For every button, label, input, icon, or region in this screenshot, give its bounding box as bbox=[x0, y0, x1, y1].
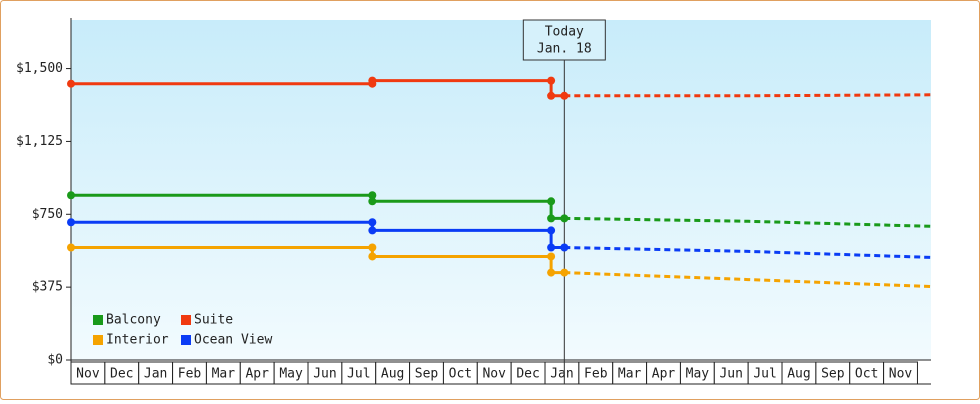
x-tick-label: Aug bbox=[381, 367, 404, 382]
point bbox=[560, 91, 569, 100]
point bbox=[547, 214, 556, 223]
legend-label: Ocean View bbox=[194, 333, 272, 348]
x-tick-label: Apr bbox=[245, 367, 269, 382]
y-tick-label: $750 bbox=[32, 207, 63, 222]
point bbox=[560, 243, 569, 252]
point bbox=[67, 79, 75, 88]
point bbox=[547, 252, 556, 261]
x-tick-label: Feb bbox=[584, 367, 608, 382]
point bbox=[560, 268, 569, 277]
point bbox=[368, 252, 377, 261]
x-tick-label: Apr bbox=[652, 367, 676, 382]
point bbox=[547, 76, 556, 85]
x-tick-label: Jun bbox=[313, 367, 336, 382]
point bbox=[368, 243, 377, 252]
point bbox=[368, 76, 377, 85]
x-tick-label: Mar bbox=[212, 367, 236, 382]
point bbox=[560, 214, 569, 223]
point bbox=[547, 243, 556, 252]
x-tick-label: Nov bbox=[889, 367, 913, 382]
y-tick-label: $375 bbox=[32, 280, 63, 295]
x-tick-label: May bbox=[279, 367, 303, 382]
x-tick-label: Jul bbox=[347, 367, 370, 382]
plot-area bbox=[71, 20, 931, 360]
x-tick-label: Dec bbox=[516, 367, 539, 382]
legend-swatch bbox=[181, 335, 191, 345]
legend-swatch bbox=[93, 335, 103, 345]
x-tick-label: Jan bbox=[550, 367, 573, 382]
forecast-line bbox=[564, 93, 932, 98]
x-tick-label: Jul bbox=[753, 367, 776, 382]
x-tick-label: Mar bbox=[618, 367, 642, 382]
forecast-line bbox=[564, 271, 932, 289]
point bbox=[547, 197, 556, 206]
forecast-line bbox=[564, 216, 932, 228]
x-tick-label: Oct bbox=[449, 367, 472, 382]
point bbox=[547, 91, 556, 100]
x-cell bbox=[883, 361, 918, 385]
x-tick-label: May bbox=[686, 367, 710, 382]
x-tick-label: Dec bbox=[110, 367, 133, 382]
legend-label: Balcony bbox=[106, 313, 161, 328]
x-tick-label: Sep bbox=[415, 367, 439, 382]
point bbox=[368, 218, 377, 227]
point bbox=[547, 268, 556, 277]
point bbox=[67, 191, 75, 200]
x-tick-label: Jun bbox=[719, 367, 742, 382]
point bbox=[368, 197, 377, 206]
point bbox=[547, 226, 556, 235]
point bbox=[368, 191, 377, 200]
y-tick-label: $1,125 bbox=[16, 134, 63, 149]
x-tick-label: Nov bbox=[76, 367, 100, 382]
today-label: Today bbox=[545, 25, 584, 40]
forecast-line bbox=[564, 246, 932, 259]
legend-swatch bbox=[93, 315, 103, 325]
point bbox=[67, 218, 75, 227]
legend-label: Suite bbox=[194, 313, 233, 328]
x-tick-label: Aug bbox=[787, 367, 810, 382]
legend-swatch bbox=[181, 315, 191, 325]
x-tick-label: Feb bbox=[178, 367, 202, 382]
y-tick-label: $1,500 bbox=[16, 61, 63, 76]
today-label: Jan. 18 bbox=[537, 42, 592, 57]
x-tick-label: Sep bbox=[821, 367, 845, 382]
y-tick-label: $0 bbox=[47, 353, 63, 368]
today-box bbox=[522, 19, 606, 61]
x-tick-label: Jan bbox=[144, 367, 167, 382]
point bbox=[368, 226, 377, 235]
point bbox=[67, 243, 75, 252]
x-tick-label: Nov bbox=[482, 367, 506, 382]
x-tick-label: Oct bbox=[855, 367, 878, 382]
legend-label: Interior bbox=[106, 333, 169, 348]
